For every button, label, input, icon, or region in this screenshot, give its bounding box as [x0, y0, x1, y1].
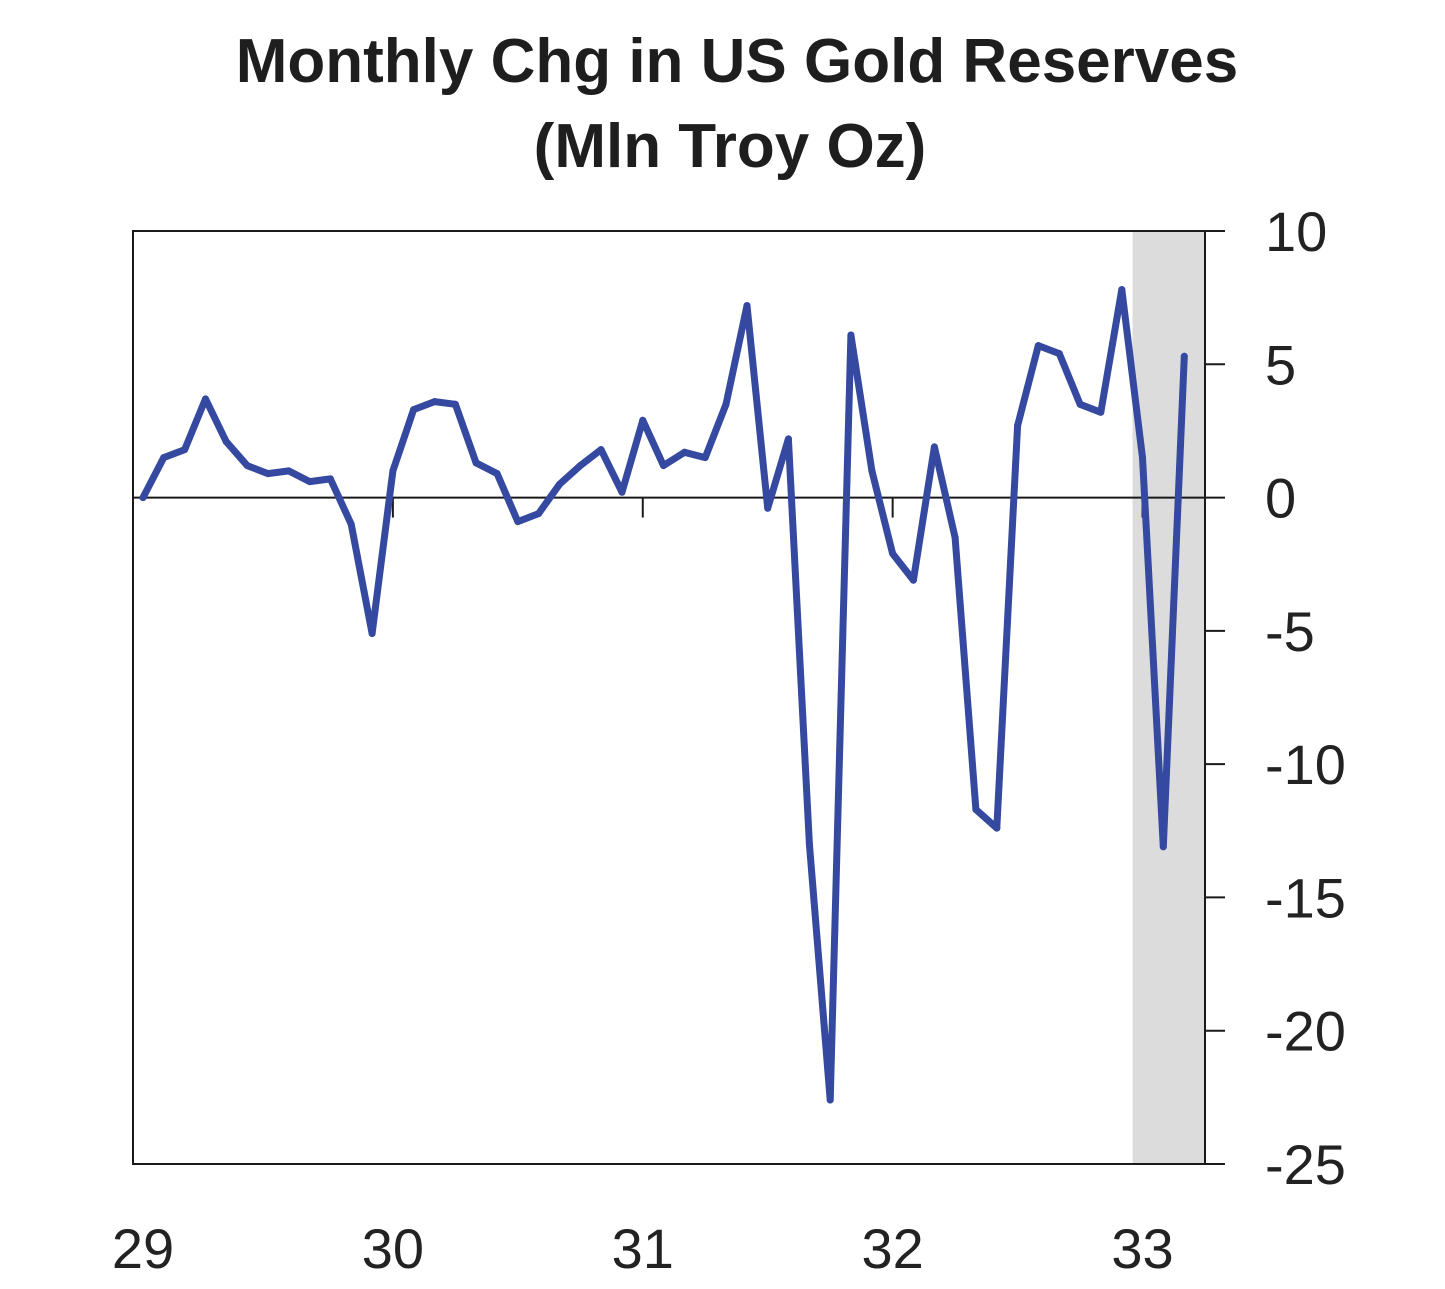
data-point: [139, 494, 147, 502]
data-point: [701, 454, 709, 462]
series-points: [139, 286, 1188, 1104]
data-point: [1180, 352, 1188, 360]
data-point: [556, 480, 564, 488]
data-point: [201, 395, 209, 403]
data-point: [784, 435, 792, 443]
y-tick-label: -15: [1265, 866, 1346, 929]
data-point: [889, 550, 897, 558]
plot-frame: [132, 230, 1206, 1165]
data-point: [639, 416, 647, 424]
data-point: [1118, 286, 1126, 294]
data-point: [431, 398, 439, 406]
data-point: [514, 518, 522, 526]
data-point: [930, 443, 938, 451]
data-point: [1097, 408, 1105, 416]
data-point: [680, 448, 688, 456]
y-tick-label: 5: [1265, 333, 1296, 396]
data-point: [451, 400, 459, 408]
data-point: [306, 478, 314, 486]
data-point: [389, 467, 397, 475]
data-point: [181, 446, 189, 454]
x-tick-label: 31: [612, 1217, 674, 1280]
data-point: [743, 302, 751, 310]
data-point: [576, 462, 584, 470]
data-point: [368, 630, 376, 638]
data-point: [347, 520, 355, 528]
y-tick-label: -5: [1265, 600, 1315, 663]
chart-subtitle: (Mln Troy Oz): [534, 112, 927, 181]
data-point: [722, 400, 730, 408]
x-tick-label: 32: [861, 1217, 923, 1280]
data-point: [597, 446, 605, 454]
data-point: [972, 805, 980, 813]
x-tick-label: 30: [362, 1217, 424, 1280]
data-point: [868, 467, 876, 475]
data-point: [1014, 422, 1022, 430]
y-tick-label: 0: [1265, 467, 1296, 530]
data-point: [1055, 350, 1063, 358]
data-point: [909, 576, 917, 584]
data-point: [264, 470, 272, 478]
series-line: [139, 286, 1188, 1104]
y-tick-label: -20: [1265, 1000, 1346, 1063]
data-point: [160, 454, 168, 462]
y-tick-label: -10: [1265, 733, 1346, 796]
x-tick-label: 33: [1111, 1217, 1173, 1280]
data-point: [243, 462, 251, 470]
data-point: [764, 504, 772, 512]
y-tick-label: 10: [1265, 200, 1327, 263]
data-point: [472, 459, 480, 467]
data-point: [1076, 400, 1084, 408]
data-point: [618, 488, 626, 496]
data-point: [826, 1096, 834, 1104]
data-point: [1159, 843, 1167, 851]
data-point: [493, 470, 501, 478]
x-tick-label: 29: [112, 1217, 174, 1280]
chart-title: Monthly Chg in US Gold Reserves: [236, 27, 1238, 96]
data-point: [805, 840, 813, 848]
data-point: [993, 824, 1001, 832]
data-point: [222, 438, 230, 446]
data-point: [326, 475, 334, 483]
y-tick-label: -25: [1265, 1133, 1346, 1196]
data-point: [951, 534, 959, 542]
data-point: [1034, 342, 1042, 350]
x-axis: 29 30 31 32 33: [112, 497, 1174, 1280]
data-point: [1139, 454, 1147, 462]
y-axis: 10 5 0 -5 -10 -15 -20 -25: [1205, 200, 1346, 1196]
data-point: [660, 462, 668, 470]
data-point: [847, 331, 855, 339]
data-point: [410, 406, 418, 414]
data-point: [535, 510, 543, 518]
data-point: [285, 467, 293, 475]
